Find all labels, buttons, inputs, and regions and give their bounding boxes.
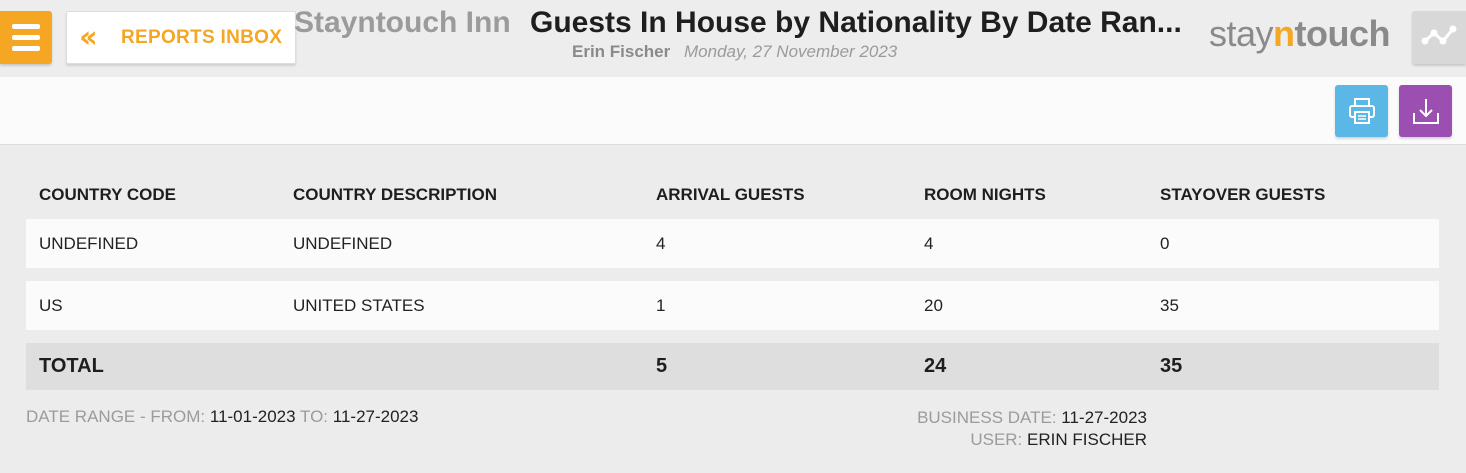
date-range: DATE RANGE - FROM: 11-01-2023 TO: 11-27-… — [26, 407, 418, 427]
total-room-nights: 24 — [924, 355, 947, 377]
table-cell: 20 — [924, 296, 943, 315]
reports-inbox-button[interactable]: ‹‹ REPORTS INBOX — [66, 11, 296, 64]
table-cell: UNDEFINED — [293, 234, 393, 253]
table-cell: UNITED STATES — [293, 296, 425, 315]
date-from: 11-01-2023 — [209, 407, 296, 426]
graph-button[interactable] — [1412, 11, 1466, 64]
column-header: ROOM NIGHTS — [924, 185, 1046, 204]
report-toolbar — [0, 77, 1466, 145]
business-date: 11-27-2023 — [1061, 408, 1147, 427]
hotel-name: Stayntouch Inn — [294, 6, 511, 39]
table-row: UNDEFINED UNDEFINED 4 4 0 — [26, 219, 1439, 268]
total-stayover: 35 — [1160, 355, 1183, 377]
double-chevron-left-icon: ‹‹ — [79, 19, 98, 55]
report-user: Erin Fischer — [572, 42, 671, 61]
header: ‹‹ REPORTS INBOX Stayntouch Inn Guests I… — [0, 0, 1466, 76]
column-header: COUNTRY DESCRIPTION — [293, 185, 498, 204]
user-value: ERIN FISCHER — [1027, 430, 1147, 449]
user-line: USER: ERIN FISCHER — [917, 429, 1147, 451]
stayntouch-logo: stayntouch — [1209, 13, 1391, 54]
print-button[interactable] — [1335, 85, 1388, 137]
date-to: 11-27-2023 — [332, 407, 419, 426]
download-button[interactable] — [1399, 85, 1452, 137]
column-header: COUNTRY CODE — [39, 185, 176, 204]
business-date-line: BUSINESS DATE: 11-27-2023 — [917, 407, 1147, 429]
download-icon — [1413, 99, 1439, 124]
table-cell: UNDEFINED — [39, 234, 139, 253]
report-table: COUNTRY CODE COUNTRY DESCRIPTION ARRIVAL… — [26, 170, 1439, 390]
menu-button[interactable] — [0, 11, 52, 64]
total-label: TOTAL — [39, 355, 104, 377]
table-row: US UNITED STATES 1 20 35 — [26, 281, 1439, 330]
column-header: ARRIVAL GUESTS — [656, 185, 805, 204]
report-meta: BUSINESS DATE: 11-27-2023 USER: ERIN FIS… — [917, 407, 1147, 451]
hamburger-icon — [12, 24, 40, 29]
table-cell: 35 — [1160, 296, 1179, 315]
total-arrival: 5 — [656, 355, 668, 377]
business-date-label: BUSINESS DATE: — [917, 408, 1057, 427]
table-cell: US — [39, 296, 63, 315]
table-cell: 0 — [1160, 234, 1170, 253]
user-label: USER: — [970, 430, 1023, 449]
to-label: TO: — [300, 407, 329, 426]
report-title: Guests In House by Nationality By Date R… — [530, 6, 1182, 39]
date-range-label: DATE RANGE - FROM: — [26, 407, 206, 426]
table-cell: 4 — [924, 234, 934, 253]
table-header: COUNTRY CODE COUNTRY DESCRIPTION ARRIVAL… — [26, 170, 1439, 219]
table-cell: 4 — [656, 234, 666, 253]
report-date: Monday, 27 November 2023 — [684, 42, 898, 61]
reports-inbox-label: REPORTS INBOX — [121, 26, 283, 48]
total-row: TOTAL 5 24 35 — [26, 343, 1439, 390]
line-chart-icon — [1421, 25, 1457, 45]
table-cell: 1 — [656, 296, 666, 315]
column-header: STAYOVER GUESTS — [1160, 185, 1326, 204]
printer-icon — [1349, 98, 1375, 124]
